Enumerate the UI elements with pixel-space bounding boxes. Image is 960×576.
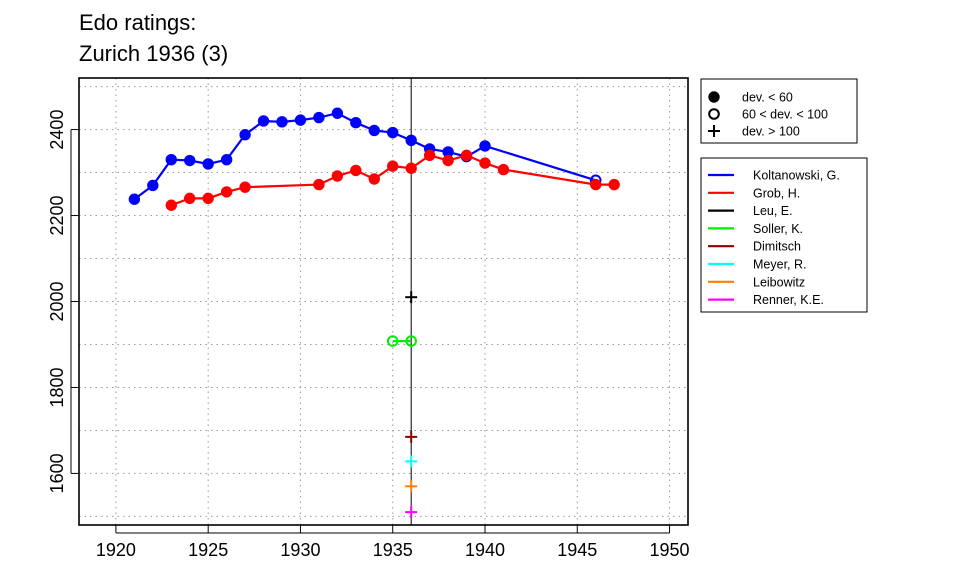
marker-legend-label: dev. < 60	[742, 91, 793, 105]
data-point	[405, 134, 417, 147]
series-0	[128, 107, 602, 205]
x-tick-label: 1940	[465, 540, 505, 560]
data-point	[405, 455, 418, 468]
data-point	[350, 117, 362, 129]
series-legend-label: Meyer, R.	[753, 258, 807, 272]
y-tick-label: 2200	[47, 196, 67, 236]
data-point	[479, 140, 491, 152]
y-tick-label: 1600	[47, 453, 67, 493]
data-point	[313, 178, 325, 191]
legend-marker-plus	[708, 125, 720, 137]
data-point	[165, 199, 177, 211]
series-4	[405, 430, 418, 443]
data-point	[239, 181, 251, 193]
series-layer	[128, 107, 620, 519]
chart-title-line-2: Zurich 1936 (3)	[79, 41, 228, 66]
series-3	[386, 335, 417, 347]
data-point	[386, 335, 399, 347]
data-point	[405, 162, 417, 174]
series-2	[405, 291, 418, 304]
series-legend-label: Renner, K.E.	[753, 293, 824, 307]
data-point	[313, 111, 325, 124]
data-point	[239, 129, 251, 141]
data-point	[405, 506, 418, 519]
marker-legend-label: 60 < dev. < 100	[742, 108, 828, 122]
data-point	[331, 107, 344, 119]
x-tick-label: 1925	[188, 540, 228, 560]
data-point	[165, 153, 177, 166]
series-legend-label: Dimitsch	[753, 240, 801, 254]
data-point	[608, 178, 620, 191]
x-tick-label: 1920	[96, 540, 136, 560]
series-legend-label: Leu, E.	[753, 204, 793, 218]
data-point	[405, 335, 417, 347]
data-point	[184, 154, 196, 167]
data-point	[276, 116, 288, 128]
data-point	[202, 192, 214, 205]
data-point	[184, 192, 196, 205]
data-point	[387, 160, 399, 172]
data-point	[405, 480, 418, 493]
series-1	[165, 149, 620, 211]
series-7	[405, 506, 418, 519]
chart-title-line-1: Edo ratings:	[79, 10, 196, 35]
x-tick-label: 1935	[373, 540, 413, 560]
x-tick-label: 1950	[650, 540, 690, 560]
data-point	[405, 291, 418, 304]
series-legend-label: Leibowitz	[753, 275, 805, 289]
data-point	[220, 186, 233, 198]
data-point	[220, 153, 233, 166]
y-tick-label: 1800	[47, 367, 67, 407]
data-point	[331, 170, 344, 182]
x-tick-label: 1930	[280, 540, 320, 560]
data-point	[350, 164, 362, 177]
data-point	[497, 163, 510, 176]
marker-legend-box	[700, 78, 858, 144]
y-axis: 1600 1800 2000 2200 2400	[47, 110, 79, 493]
marker-legend-label: dev. > 100	[742, 125, 800, 139]
data-point	[405, 430, 418, 443]
marker-legend: dev. < 60 60 < dev. < 100 dev. > 100	[700, 78, 858, 144]
data-point	[147, 179, 159, 192]
y-tick-label: 2400	[47, 110, 67, 150]
data-point	[128, 193, 141, 205]
data-point	[257, 115, 270, 127]
data-point	[442, 154, 454, 167]
data-point	[590, 178, 602, 191]
data-point	[368, 173, 380, 185]
legend-marker-circle	[708, 108, 720, 120]
series-5	[405, 455, 418, 468]
series-legend-label: Koltanowski, G.	[753, 169, 840, 183]
grid	[79, 78, 688, 525]
series-legend-label: Soller, K.	[753, 222, 803, 236]
data-point	[460, 149, 473, 162]
data-point	[423, 149, 436, 162]
data-point	[368, 124, 380, 137]
data-point	[294, 114, 307, 126]
series-6	[405, 480, 418, 493]
series-legend: Koltanowski, G. Grob, H. Leu, E. Soller, K.…	[700, 157, 868, 313]
x-tick-label: 1945	[557, 540, 597, 560]
legend-marker-dot	[708, 91, 720, 103]
data-point	[479, 157, 491, 169]
series-line	[133, 112, 597, 201]
y-tick-label: 2000	[47, 281, 67, 321]
data-point	[387, 126, 399, 139]
series-legend-label: Grob, H.	[753, 186, 800, 200]
data-point	[202, 158, 214, 170]
series-legend-box	[700, 157, 868, 313]
x-axis: 1920 1925 1930 1935 1940 1945 1950	[96, 525, 690, 560]
